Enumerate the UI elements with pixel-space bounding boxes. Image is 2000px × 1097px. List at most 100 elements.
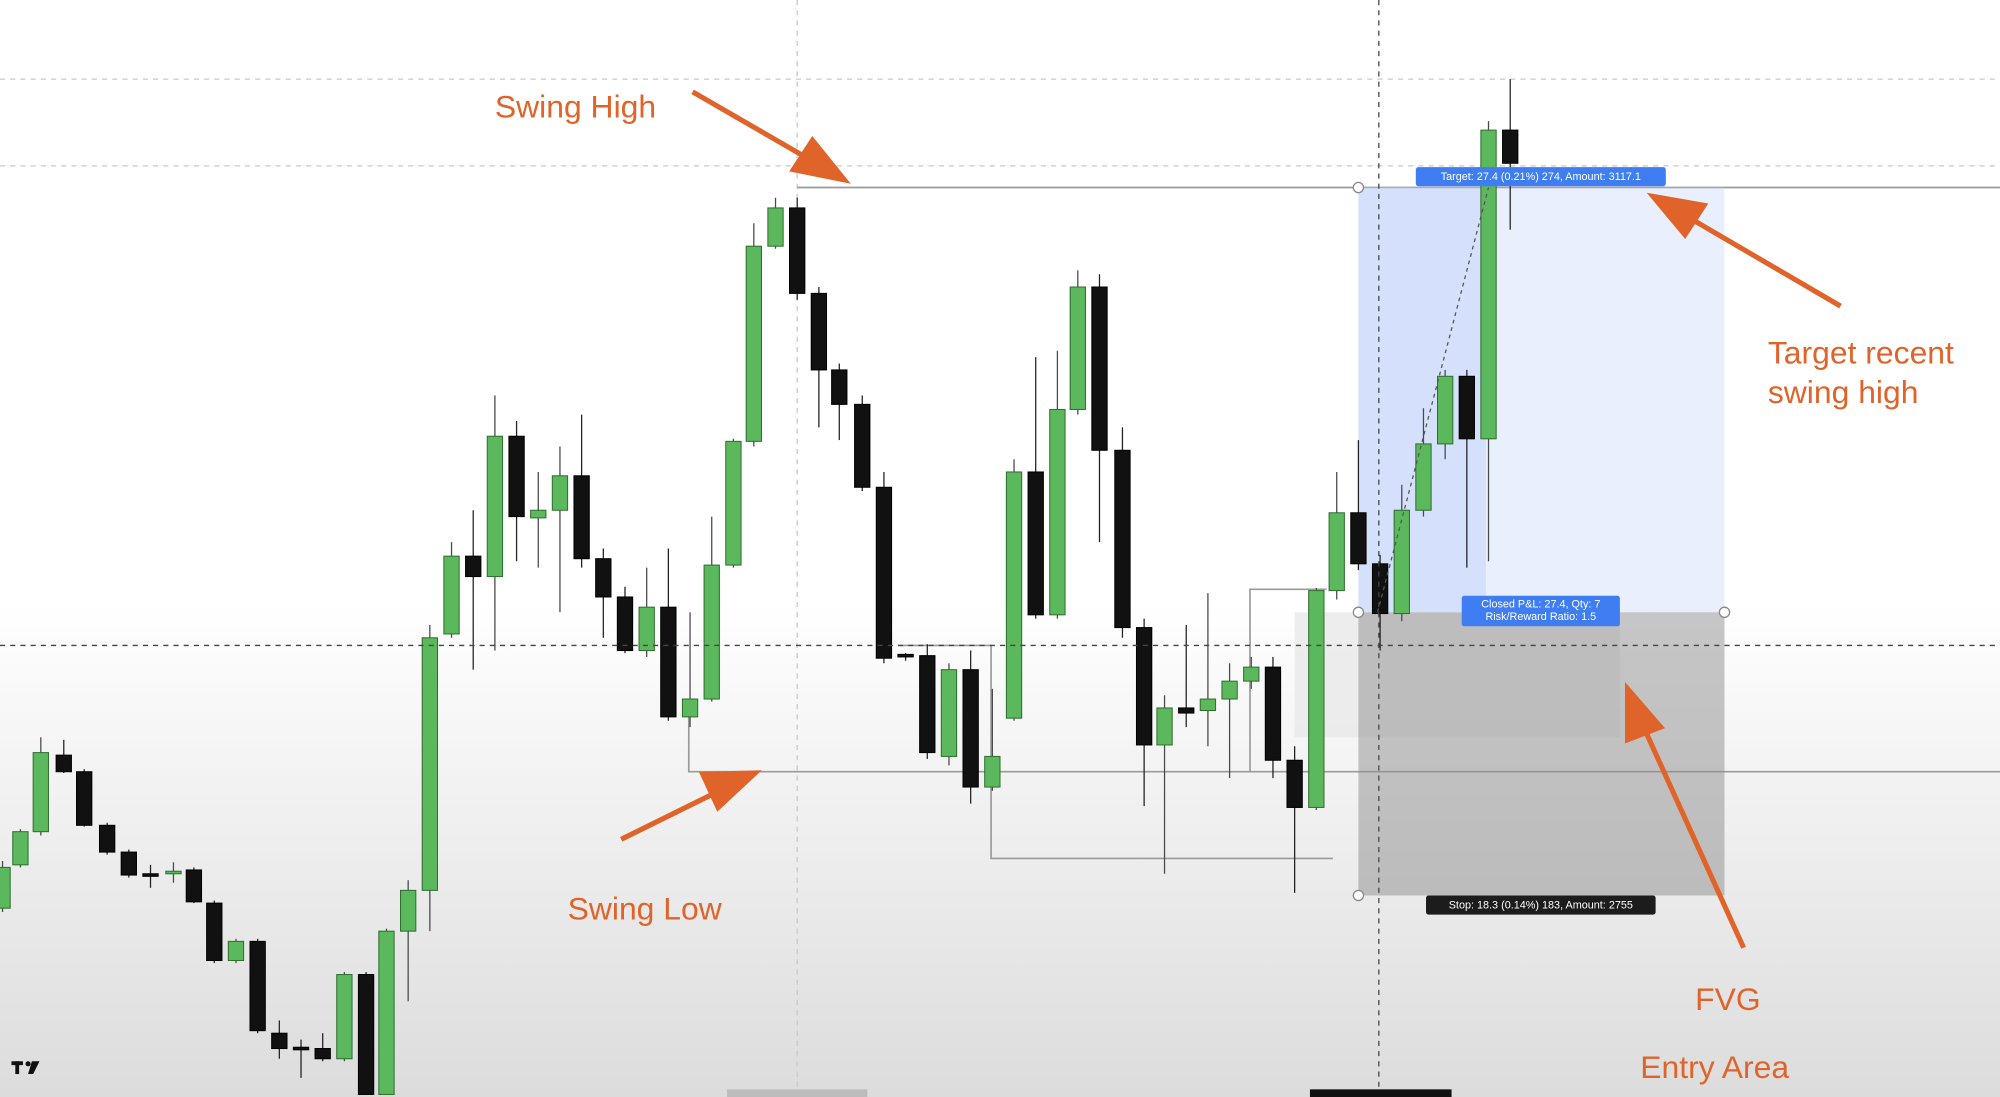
candle-body	[1502, 129, 1519, 164]
arrow	[1679, 210, 1842, 309]
candle-body	[357, 974, 375, 1095]
logo-part	[15, 1061, 20, 1075]
candle-body	[831, 369, 848, 405]
candle-body	[681, 698, 699, 718]
candle-body	[227, 940, 245, 962]
handle	[1352, 181, 1365, 194]
candle-body	[98, 824, 116, 853]
candle-body	[1415, 443, 1432, 511]
candle-body	[1286, 759, 1303, 808]
handles	[1352, 181, 1731, 902]
candle-body	[810, 292, 828, 371]
scroll-marker	[727, 1089, 868, 1097]
candle-body	[897, 653, 914, 658]
candle-body	[660, 606, 677, 718]
entry-area-label: Entry Area	[1640, 1049, 1789, 1085]
candle-body	[767, 207, 784, 247]
fvg-label: FVG	[1695, 981, 1761, 1017]
candle-body	[336, 974, 353, 1060]
handle	[1352, 606, 1365, 619]
candle-body	[919, 655, 936, 754]
swing-low-label: Swing Low	[568, 891, 723, 927]
candle-body	[421, 637, 439, 891]
target-label: Target: 27.4 (0.21%) 274, Amount: 3117.1	[1441, 171, 1641, 183]
target-zone	[1358, 187, 1725, 613]
candle-body	[1027, 471, 1044, 616]
logo	[11, 1061, 40, 1075]
candle-body	[1114, 449, 1131, 629]
arrow	[1636, 715, 1746, 949]
swing-high-label: Swing High	[495, 88, 656, 124]
candle-body	[249, 940, 266, 1032]
candle-body	[984, 755, 1001, 788]
candle-body	[1480, 129, 1497, 440]
range-box	[899, 644, 1333, 860]
stop-label-box	[1426, 895, 1656, 915]
candle-body	[32, 752, 49, 833]
candle-body	[1069, 286, 1086, 410]
candle-body	[875, 486, 893, 659]
target-annotation: Target recent	[1768, 335, 1954, 371]
candle-body	[1135, 627, 1153, 746]
candle-body	[940, 669, 958, 757]
candle-body	[486, 435, 504, 578]
candle-body	[314, 1048, 331, 1060]
candle-body	[142, 873, 159, 877]
candle-body	[1199, 698, 1217, 712]
candle-body	[206, 902, 223, 962]
arrow	[620, 784, 729, 842]
pnl-label-box	[1461, 595, 1620, 627]
target-label-box	[1415, 167, 1666, 187]
candle-body	[551, 475, 569, 511]
candle-body	[508, 435, 525, 518]
candle-body	[1350, 512, 1367, 565]
candle-body	[12, 831, 29, 866]
candle-body	[378, 930, 395, 1095]
candle-body	[0, 866, 11, 909]
candle-body	[1091, 286, 1108, 451]
candle-body	[1328, 512, 1345, 592]
candle-body	[1308, 590, 1325, 808]
candle-body	[1264, 666, 1282, 761]
candles	[0, 79, 1519, 1095]
candle-body	[1458, 375, 1475, 440]
candle-body	[1393, 509, 1410, 615]
target-annotation: swing high	[1768, 374, 1919, 410]
candle-body	[616, 596, 634, 652]
candle-body	[271, 1032, 288, 1050]
candle-body	[789, 207, 806, 294]
candle-body	[703, 564, 720, 700]
candle-body	[1221, 680, 1238, 700]
arrow-head	[1625, 681, 1666, 744]
candle-body	[120, 851, 137, 876]
candle-body	[638, 606, 655, 652]
arrows	[620, 89, 1842, 949]
candle-body	[595, 558, 612, 598]
candle-body	[1436, 375, 1454, 445]
arrow-head	[1646, 192, 1709, 239]
logo-part	[28, 1061, 40, 1075]
arrow-head	[789, 135, 851, 184]
scroll-marker	[1309, 1089, 1452, 1097]
candle-body	[465, 555, 482, 578]
logo-part	[25, 1061, 31, 1067]
candle-body	[185, 869, 203, 903]
arrow-head	[698, 770, 762, 812]
pnl-label: Closed P&L: 27.4, Qty: 7	[1481, 598, 1600, 610]
candle-body	[573, 475, 590, 560]
stop-zone	[1358, 612, 1725, 896]
candle-body	[55, 754, 72, 773]
candle-body	[1178, 707, 1195, 714]
candle-body	[1156, 707, 1173, 746]
candle-body	[1371, 563, 1389, 615]
candle-body	[165, 870, 182, 875]
arrow	[691, 89, 818, 166]
handle	[1352, 889, 1365, 902]
handle	[1718, 606, 1731, 619]
candle-body	[443, 555, 460, 635]
stop-label: Stop: 18.3 (0.14%) 183, Amount: 2755	[1449, 900, 1633, 912]
